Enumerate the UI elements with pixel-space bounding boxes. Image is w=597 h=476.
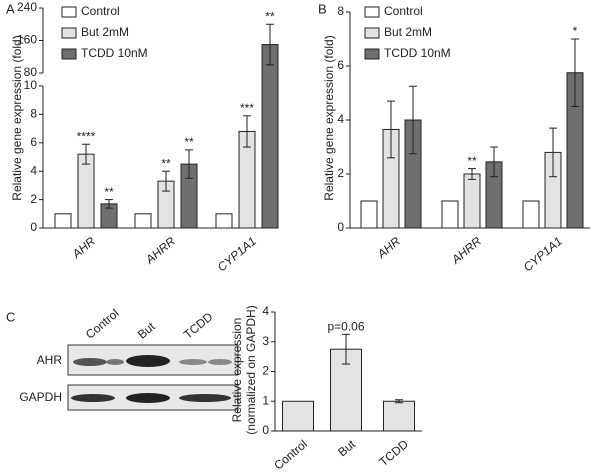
legend-swatch	[364, 27, 380, 39]
legend-swatch	[61, 6, 77, 18]
y-tick-label: 240	[17, 0, 37, 14]
y-tick-label: 6	[337, 58, 344, 72]
bar	[54, 213, 72, 229]
blot-lane-label: But	[135, 319, 158, 342]
y-tick-label: 0	[337, 220, 344, 234]
legend-swatch	[364, 6, 380, 18]
x-tick-label: AHR	[69, 234, 98, 262]
panel-label: C	[6, 309, 15, 324]
y-tick-label: 4	[337, 112, 344, 126]
legend-label: Control	[81, 4, 120, 18]
annotation: **	[467, 154, 477, 168]
legend-swatch	[61, 48, 77, 60]
legend-swatch	[61, 27, 77, 39]
y-tick-label: 1	[262, 393, 269, 407]
y-tick-label: 8	[30, 107, 37, 121]
y-tick-label: 3	[262, 334, 269, 348]
x-tick-label: Control	[271, 437, 310, 473]
x-tick-label: TCDD	[376, 437, 411, 469]
y-axis-label: Relative gene expression (fold)	[10, 35, 24, 200]
legend-swatch	[364, 48, 380, 60]
legend-label: But 2mM	[384, 25, 432, 39]
annotation: ****	[77, 129, 96, 143]
y-tick-label: 2	[30, 192, 37, 206]
annotation: *	[573, 24, 578, 38]
y-tick-label: 2	[337, 166, 344, 180]
y-tick-label: 8	[337, 4, 344, 18]
y-tick-label: 0	[262, 423, 269, 437]
x-tick-label: CYP1A1	[215, 234, 259, 274]
bar	[360, 200, 378, 229]
y-axis-label: Relative expression	[230, 318, 244, 423]
legend-label: TCDD 10nM	[384, 46, 451, 60]
y-axis-label: (normalized on GAPDH)	[244, 305, 258, 434]
blot-lane-label: Control	[83, 306, 122, 342]
blot-row-label: GAPDH	[19, 390, 62, 404]
y-tick-label: 10	[24, 78, 38, 92]
x-tick-label: AHRR	[142, 234, 178, 267]
annotation: p=0.06	[327, 319, 364, 333]
bar	[441, 200, 459, 229]
annotation: ***	[240, 101, 254, 115]
x-tick-label: But	[335, 437, 358, 460]
y-tick-label: 4	[30, 163, 37, 177]
x-tick-label: AHR	[374, 234, 403, 262]
legend-label: But 2mM	[81, 25, 129, 39]
panel-label: B	[318, 1, 327, 16]
y-tick-label: 0	[30, 220, 37, 234]
bar	[282, 400, 314, 432]
bar	[522, 200, 540, 229]
y-tick-label: 4	[262, 304, 269, 318]
bar	[261, 44, 279, 229]
annotation: **	[161, 156, 171, 170]
annotation: **	[104, 185, 114, 199]
annotation: **	[265, 9, 275, 23]
y-tick-label: 80	[24, 65, 38, 79]
y-axis-label: Relative gene expression (fold)	[322, 35, 336, 200]
bar	[134, 213, 152, 229]
y-tick-label: 160	[17, 33, 37, 47]
x-tick-label: CYP1A1	[521, 234, 565, 274]
annotation: **	[184, 135, 194, 149]
blot-lane-label: TCDD	[181, 309, 216, 341]
legend-label: Control	[384, 4, 423, 18]
panel-label: A	[6, 1, 15, 16]
bar	[77, 153, 95, 229]
y-tick-label: 2	[262, 364, 269, 378]
blot-row-label: AHR	[37, 353, 63, 367]
x-tick-label: AHRR	[448, 234, 484, 267]
y-tick-label: 6	[30, 135, 37, 149]
legend-label: TCDD 10nM	[81, 46, 148, 60]
bar	[463, 173, 481, 229]
bar	[383, 400, 415, 432]
bar	[215, 213, 233, 229]
blot-image	[67, 344, 239, 411]
